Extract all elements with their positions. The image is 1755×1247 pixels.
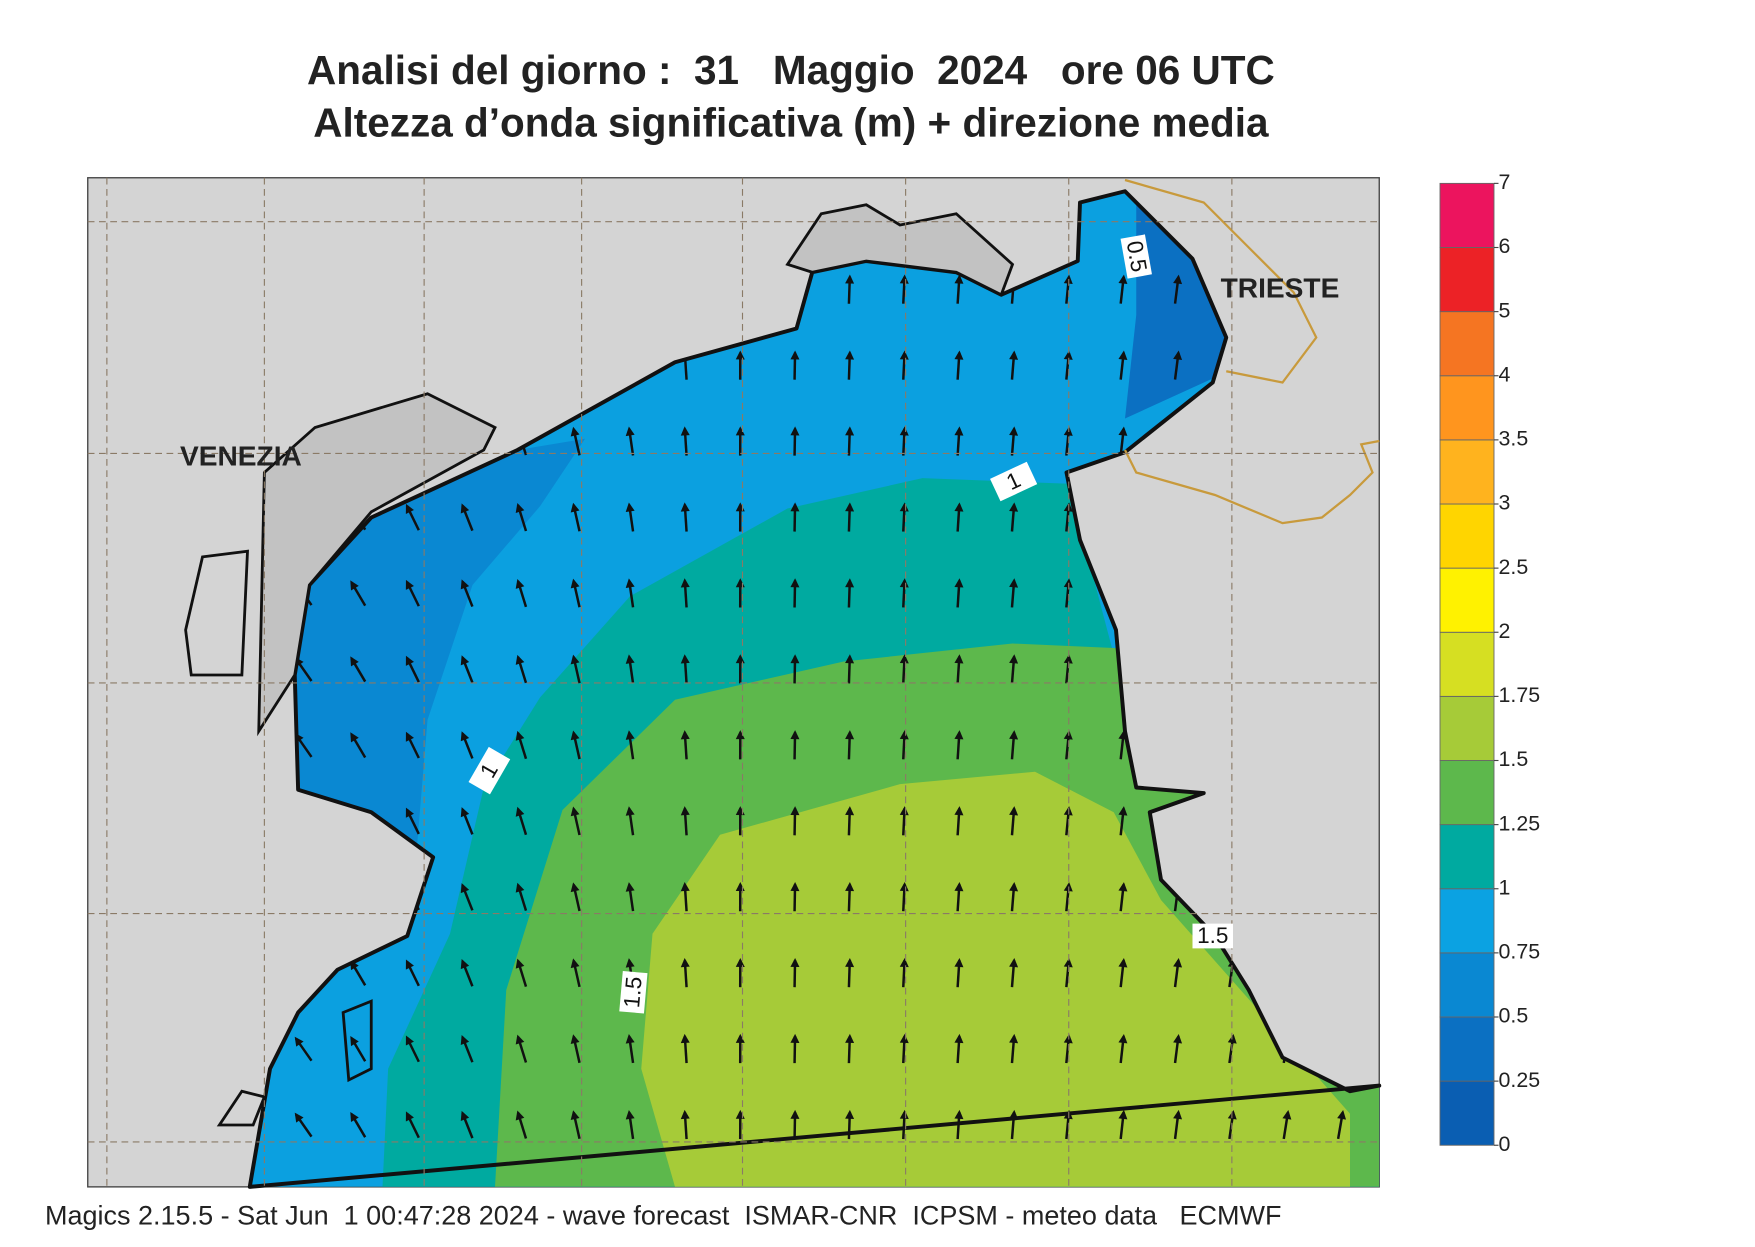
legend-swatch (1440, 568, 1494, 632)
contour-label: 0.5 (1122, 239, 1152, 274)
legend-swatch (1440, 504, 1494, 568)
legend-swatch (1440, 312, 1494, 376)
legend-tick-label: 2.5 (1499, 555, 1529, 579)
footer: Magics 2.15.5 - Sat Jun 1 00:47:28 2024 … (45, 1200, 1281, 1230)
legend-swatch (1440, 1017, 1494, 1081)
contour-label-box: 1.5 (1193, 923, 1234, 948)
legend-tick-label: 0.5 (1499, 1004, 1529, 1028)
legend-tick-label: 0.75 (1499, 940, 1541, 964)
legend-swatch (1440, 825, 1494, 889)
legend-tick-label: 1.5 (1499, 747, 1529, 771)
legend-swatch (1440, 632, 1494, 696)
legend: 0 0.25 0.5 0.75 1 1.25 1.5 1.75 2 2.5 3 3.5 4 5 6 7 (1440, 170, 1540, 1156)
title-line1: Analisi del giorno : 31 Maggio 2024 ore … (307, 47, 1275, 93)
place-label: TRIESTE (1221, 273, 1340, 304)
legend-swatch (1440, 183, 1494, 247)
legend-swatch (1440, 376, 1494, 440)
legend-swatch (1440, 248, 1494, 312)
legend-tick-label: 2 (1499, 619, 1511, 643)
title-line2: Altezza d’onda significativa (m) + direz… (313, 100, 1269, 146)
contour-label: 1.5 (619, 976, 647, 1009)
legend-swatch (1440, 953, 1494, 1017)
legend-tick-label: 0 (1499, 1132, 1511, 1156)
legend-tick-label: 3.5 (1499, 427, 1529, 451)
legend-tick-label: 1 (1499, 875, 1511, 899)
legend-swatch (1440, 1081, 1494, 1145)
legend-tick-label: 1.25 (1499, 811, 1541, 835)
legend-tick-label: 4 (1499, 362, 1511, 386)
legend-swatch (1440, 761, 1494, 825)
legend-tick-label: 3 (1499, 491, 1511, 515)
legend-tick-label: 7 (1499, 170, 1511, 194)
contour-label: 1.5 (1197, 923, 1228, 948)
place-label: VENEZIA (180, 440, 302, 471)
legend-tick-label: 0.25 (1499, 1068, 1541, 1092)
legend-swatch (1440, 440, 1494, 504)
legend-swatch (1440, 696, 1494, 760)
legend-tick-label: 5 (1499, 298, 1511, 322)
legend-tick-label: 6 (1499, 234, 1511, 258)
legend-tick-label: 1.75 (1499, 683, 1541, 707)
legend-swatch (1440, 889, 1494, 953)
contour-label-box: 1.5 (619, 971, 648, 1014)
